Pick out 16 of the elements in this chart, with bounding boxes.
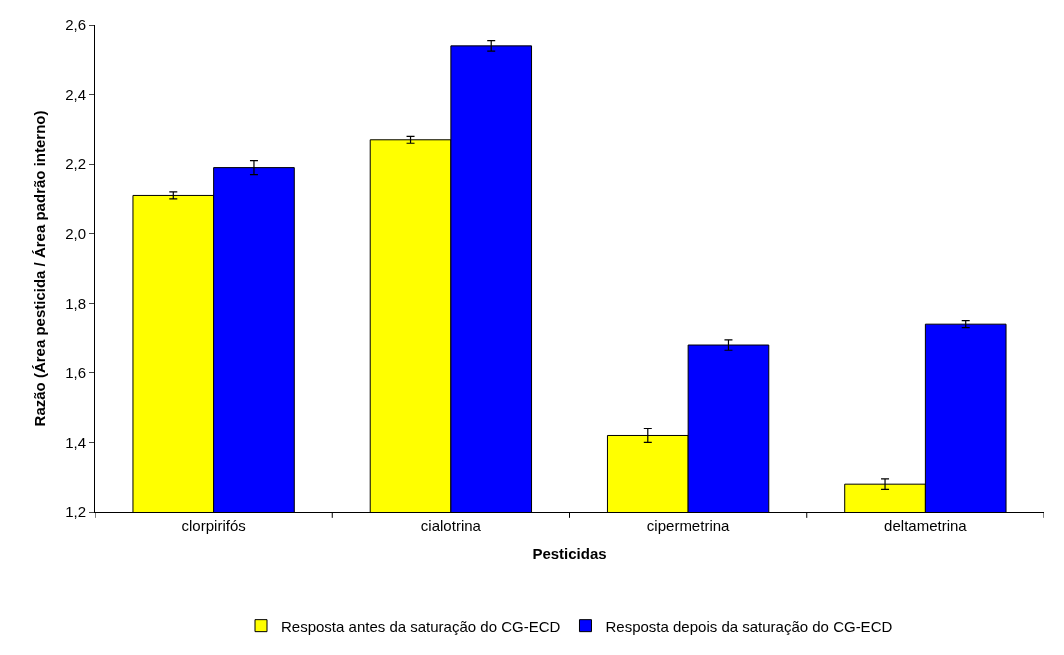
y-tick-label: 2,0: [65, 224, 86, 242]
x-tick-label: cipermetrina: [646, 517, 731, 534]
y-tick-label: 2,6: [65, 16, 86, 34]
y-tick-label: 1,4: [65, 433, 86, 451]
y-tick-label: 1,2: [65, 503, 86, 521]
y-axis-title: Razão (Área pesticida / Área padrão interno): [31, 110, 49, 427]
y-tick-label: 2,2: [65, 155, 86, 173]
x-axis-title: Pesticidas: [532, 545, 607, 562]
y-tick-label: 2,4: [65, 85, 86, 103]
x-tick-label: cialotrina: [420, 517, 482, 534]
legend-label: Resposta antes da saturação do CG-ECD: [281, 617, 561, 635]
legend-label: Resposta depois da saturação do CG-ECD: [605, 617, 893, 635]
y-tick-label: 1,8: [65, 294, 86, 312]
x-tick-label: clorpirifós: [181, 517, 246, 534]
y-tick-label: 1,6: [65, 364, 86, 382]
x-tick-label: deltametrina: [884, 517, 968, 534]
